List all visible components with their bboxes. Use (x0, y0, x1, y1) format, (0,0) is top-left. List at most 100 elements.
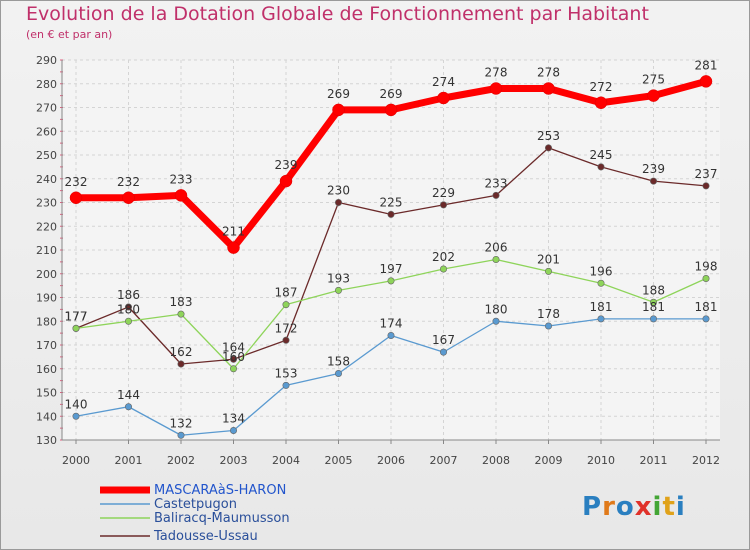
data-point (702, 182, 710, 190)
data-label: 174 (380, 317, 403, 331)
data-label: 153 (275, 366, 298, 380)
data-point (492, 191, 500, 199)
x-tick-label: 2004 (272, 454, 300, 467)
data-point (597, 163, 605, 171)
data-label: 233 (485, 176, 508, 190)
data-point (69, 191, 83, 204)
data-label: 281 (695, 58, 718, 72)
data-label: 274 (432, 75, 455, 89)
data-point (334, 369, 342, 377)
data-point (122, 191, 135, 204)
data-label: 177 (65, 309, 88, 323)
data-point (230, 365, 238, 373)
data-point (647, 89, 660, 102)
data-point (594, 96, 608, 109)
y-tick-label: 170 (36, 339, 57, 352)
y-tick-label: 230 (36, 197, 57, 210)
data-point (230, 426, 238, 434)
data-point (544, 144, 552, 152)
data-point (282, 381, 290, 389)
data-label: 211 (222, 225, 245, 239)
data-label: 202 (432, 250, 455, 264)
y-tick-label: 180 (36, 315, 57, 328)
data-label: 187 (275, 286, 298, 300)
data-label: 158 (327, 355, 350, 369)
legend-label-Tadousse-Ussau: Tadousse-Ussau (153, 529, 258, 544)
data-point (177, 360, 185, 368)
data-point (72, 324, 80, 332)
data-label: 197 (380, 262, 403, 276)
data-point (649, 298, 657, 306)
data-point (279, 174, 293, 188)
data-point (597, 315, 605, 323)
y-tick-label: 280 (36, 78, 57, 91)
data-label: 193 (327, 271, 350, 285)
x-tick-label: 2010 (587, 454, 615, 467)
legend-label-Baliracq-Maumusson: Baliracq-Maumusson (154, 511, 290, 526)
data-label: 278 (485, 66, 508, 80)
x-tick-label: 2001 (115, 454, 143, 467)
data-point (125, 303, 133, 311)
x-tick-label: 2012 (692, 454, 720, 467)
data-label: 178 (537, 307, 560, 321)
data-point (332, 103, 345, 117)
data-label: 180 (117, 302, 140, 316)
data-point (72, 412, 80, 420)
y-tick-label: 200 (36, 268, 57, 281)
y-tick-label: 160 (36, 363, 57, 376)
data-point (125, 403, 133, 411)
data-label: 164 (222, 340, 245, 354)
data-label: 239 (642, 162, 665, 176)
data-point (334, 286, 342, 294)
x-tick-label: 2005 (325, 454, 353, 467)
data-point (387, 277, 395, 285)
data-point (387, 210, 395, 218)
data-label: 132 (170, 416, 193, 430)
data-label: 269 (327, 87, 350, 101)
data-label: 239 (275, 158, 298, 172)
data-label: 225 (380, 195, 403, 209)
data-label: 196 (590, 264, 613, 278)
y-tick-label: 130 (36, 434, 57, 447)
data-label: 160 (222, 350, 245, 364)
legend-label-MASCARAàS-HARON: MASCARAàS-HARON (154, 483, 286, 498)
legend-label-Castetpugon: Castetpugon (154, 497, 237, 512)
data-label: 229 (432, 186, 455, 200)
data-point (230, 355, 238, 363)
x-tick-label: 2006 (377, 454, 405, 467)
data-point (439, 348, 447, 356)
data-label: 275 (642, 73, 665, 87)
chart-title: Evolution de la Dotation Globale de Fonc… (26, 3, 649, 25)
proxiti-logo: Proxiti (582, 492, 686, 522)
data-label: 253 (537, 129, 560, 143)
data-label: 180 (485, 302, 508, 316)
data-point (125, 317, 133, 325)
x-tick-label: 2008 (482, 454, 510, 467)
data-point (437, 91, 450, 105)
data-point (699, 75, 713, 88)
data-label: 181 (590, 300, 613, 314)
y-tick-label: 260 (36, 125, 57, 138)
data-label: 140 (65, 397, 88, 411)
data-label: 232 (117, 175, 140, 189)
y-tick-label: 240 (36, 173, 57, 186)
y-tick-label: 140 (36, 410, 57, 423)
y-tick-label: 270 (36, 102, 57, 115)
data-label: 198 (695, 260, 718, 274)
data-point (439, 265, 447, 273)
y-tick-label: 250 (36, 149, 57, 162)
y-tick-label: 190 (36, 292, 57, 305)
data-point (174, 189, 188, 202)
data-label: 172 (275, 321, 298, 335)
x-tick-label: 2000 (62, 454, 90, 467)
data-point (227, 241, 240, 254)
y-tick-label: 220 (36, 220, 57, 233)
x-tick-label: 2003 (220, 454, 248, 467)
data-label: 188 (642, 283, 665, 297)
data-label: 201 (537, 252, 560, 266)
data-point (384, 103, 398, 117)
data-point (544, 267, 552, 275)
data-point (282, 336, 290, 344)
data-label: 278 (537, 66, 560, 80)
